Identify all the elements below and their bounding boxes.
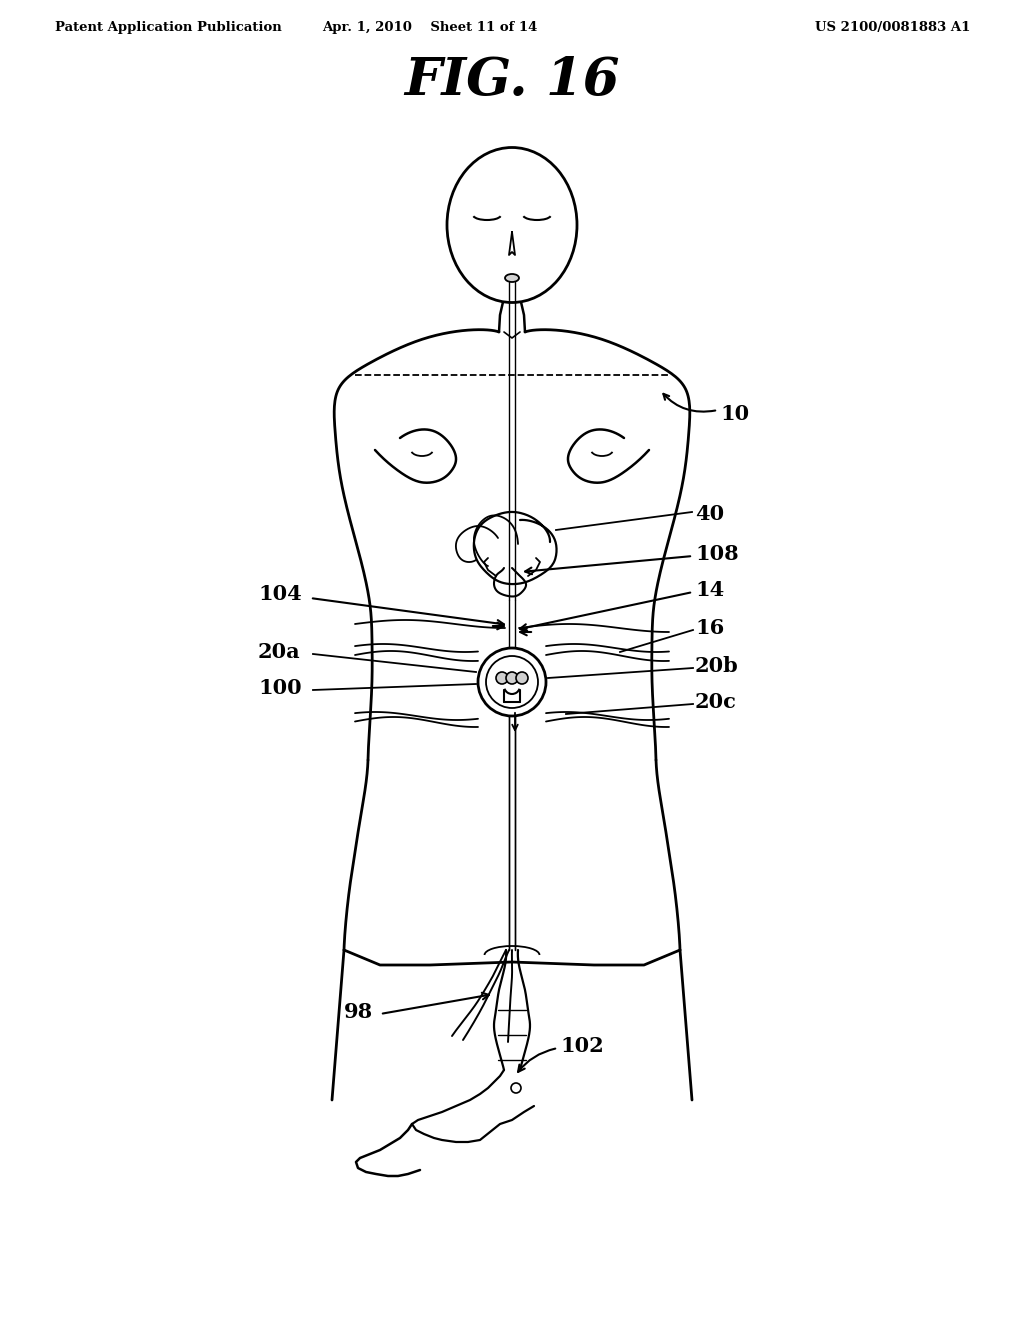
Text: FIG. 16: FIG. 16 <box>404 54 620 106</box>
Text: 40: 40 <box>695 504 724 524</box>
Text: 20b: 20b <box>695 656 738 676</box>
Text: 16: 16 <box>695 618 724 638</box>
Ellipse shape <box>447 148 577 302</box>
Text: 20a: 20a <box>258 642 301 663</box>
Text: 20c: 20c <box>695 692 737 711</box>
Circle shape <box>496 672 508 684</box>
Ellipse shape <box>505 275 519 282</box>
Circle shape <box>478 648 546 715</box>
Circle shape <box>506 672 518 684</box>
Circle shape <box>486 656 538 708</box>
Text: 104: 104 <box>258 583 302 605</box>
Circle shape <box>511 1082 521 1093</box>
Text: Apr. 1, 2010    Sheet 11 of 14: Apr. 1, 2010 Sheet 11 of 14 <box>323 21 538 33</box>
Text: US 2100/0081883 A1: US 2100/0081883 A1 <box>815 21 970 33</box>
Text: 10: 10 <box>720 404 750 424</box>
Text: 102: 102 <box>560 1036 604 1056</box>
Text: Patent Application Publication: Patent Application Publication <box>55 21 282 33</box>
Text: 98: 98 <box>344 1002 373 1022</box>
Text: 108: 108 <box>695 544 738 564</box>
Text: 100: 100 <box>258 678 302 698</box>
Text: 14: 14 <box>695 579 724 601</box>
Circle shape <box>516 672 528 684</box>
